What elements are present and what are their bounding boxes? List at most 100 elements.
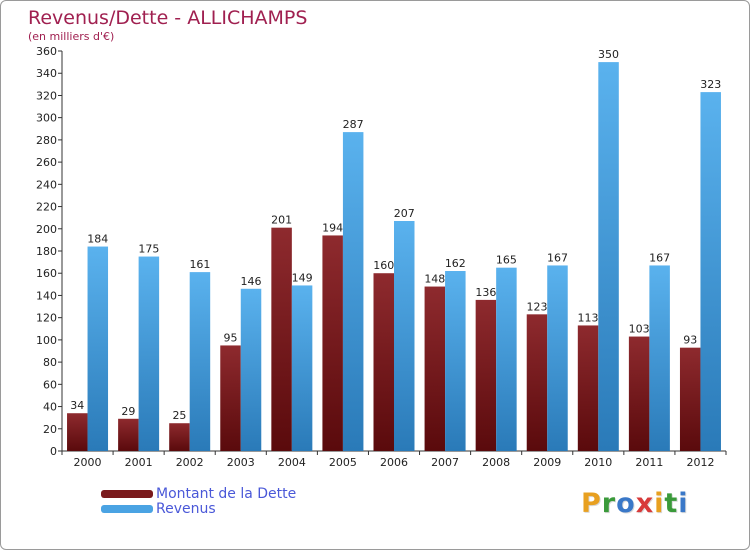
value-label-dette: 136 [475, 286, 496, 299]
value-label-revenus: 175 [138, 243, 159, 256]
bar-revenus [700, 92, 721, 451]
proxiti-logo: Proxiti [581, 488, 689, 519]
x-tick-label: 2008 [482, 456, 510, 469]
chart-title: Revenus/Dette - ALLICHAMPS [28, 7, 308, 29]
value-label-revenus: 184 [87, 233, 108, 246]
value-label-revenus: 167 [649, 251, 670, 264]
value-label-revenus: 162 [445, 257, 466, 270]
bar-dette [526, 314, 548, 451]
logo-letter: x [635, 488, 655, 519]
legend-swatch-revenus [101, 505, 153, 513]
bar-dette [169, 423, 190, 451]
y-tick-label: 60 [43, 378, 57, 391]
y-tick-label: 220 [36, 201, 57, 214]
x-tick-label: 2011 [635, 456, 663, 469]
bar-dette [679, 347, 701, 451]
bar-revenus [649, 265, 670, 451]
logo-letter: t [664, 488, 679, 519]
y-tick-label: 40 [43, 401, 57, 414]
bar-revenus [138, 256, 160, 451]
y-tick-label: 260 [36, 156, 57, 169]
value-label-revenus: 146 [241, 275, 262, 288]
y-tick-label: 120 [36, 312, 57, 325]
value-label-dette: 123 [526, 300, 547, 313]
x-tick-label: 2006 [380, 456, 408, 469]
value-label-dette: 194 [322, 221, 343, 234]
x-tick-label: 2005 [329, 456, 357, 469]
x-tick-label: 2012 [686, 456, 714, 469]
value-label-dette: 201 [271, 214, 292, 227]
y-tick-label: 20 [43, 423, 57, 436]
logo-letter: r [601, 488, 617, 519]
y-tick-label: 320 [36, 89, 57, 102]
bar-revenus [240, 288, 262, 451]
y-tick-label: 360 [36, 45, 57, 58]
bar-revenus [496, 267, 517, 451]
y-tick-label: 240 [36, 178, 57, 191]
value-label-dette: 160 [373, 259, 394, 272]
bar-revenus [394, 221, 415, 451]
y-tick-label: 300 [36, 112, 57, 125]
y-tick-label: 100 [36, 334, 57, 347]
y-tick-label: 200 [36, 223, 57, 236]
value-label-revenus: 287 [343, 118, 364, 131]
x-tick-label: 2009 [533, 456, 561, 469]
value-label-dette: 25 [172, 409, 186, 422]
value-label-dette: 93 [683, 334, 697, 347]
value-label-dette: 34 [70, 399, 84, 412]
bar-dette [424, 286, 446, 451]
value-label-revenus: 161 [189, 258, 210, 271]
value-label-revenus: 165 [496, 254, 517, 267]
bar-revenus [547, 265, 568, 451]
chart-value-labels: 34 184 29 175 25 161 95 146 201 149 194 287 160 207 14… [70, 48, 721, 422]
y-tick-label: 280 [36, 134, 57, 147]
x-tick-label: 2010 [584, 456, 612, 469]
bar-dette [628, 336, 650, 451]
bar-revenus [189, 272, 211, 451]
y-tick-label: 160 [36, 267, 57, 280]
x-tick-label: 2000 [74, 456, 102, 469]
logo-letter: i [654, 488, 665, 519]
bar-revenus [598, 62, 619, 451]
y-tick-label: 340 [36, 67, 57, 80]
y-tick-label: 80 [43, 356, 57, 369]
bar-dette [271, 227, 292, 451]
y-tick-label: 0 [50, 445, 57, 458]
bar-dette [220, 345, 241, 451]
bar-revenus [291, 285, 313, 451]
bar-dette [118, 418, 139, 451]
y-tick-label: 140 [36, 289, 57, 302]
value-label-revenus: 207 [394, 207, 415, 220]
value-label-revenus: 350 [598, 48, 619, 61]
value-label-dette: 103 [629, 323, 650, 336]
bar-dette [322, 235, 343, 451]
bar-dette [577, 325, 599, 451]
logo-letter: o [616, 488, 636, 519]
y-tick-label: 180 [36, 245, 57, 258]
logo-letter: P [581, 488, 602, 519]
bar-revenus [445, 271, 466, 451]
x-tick-label: 2002 [176, 456, 204, 469]
logo-letter: i [678, 488, 689, 519]
bar-revenus [342, 132, 364, 451]
bar-dette [373, 273, 394, 451]
legend-label-dette: Montant de la Dette [156, 486, 297, 502]
value-label-dette: 148 [424, 273, 445, 286]
legend-label-revenus: Revenus [156, 501, 216, 517]
value-label-dette: 113 [578, 311, 599, 324]
value-label-dette: 29 [121, 405, 135, 418]
legend-swatch-dette [101, 490, 153, 498]
chart-subtitle: (en milliers d'€) [28, 30, 115, 43]
bar-dette [67, 413, 88, 451]
value-label-revenus: 167 [547, 251, 568, 264]
value-label-revenus: 323 [700, 78, 721, 91]
x-tick-label: 2001 [125, 456, 153, 469]
chart-bars [67, 62, 721, 451]
value-label-revenus: 149 [292, 271, 313, 284]
x-tick-label: 2007 [431, 456, 459, 469]
x-tick-label: 2004 [278, 456, 306, 469]
value-label-dette: 95 [224, 331, 238, 344]
bar-revenus [87, 246, 109, 451]
